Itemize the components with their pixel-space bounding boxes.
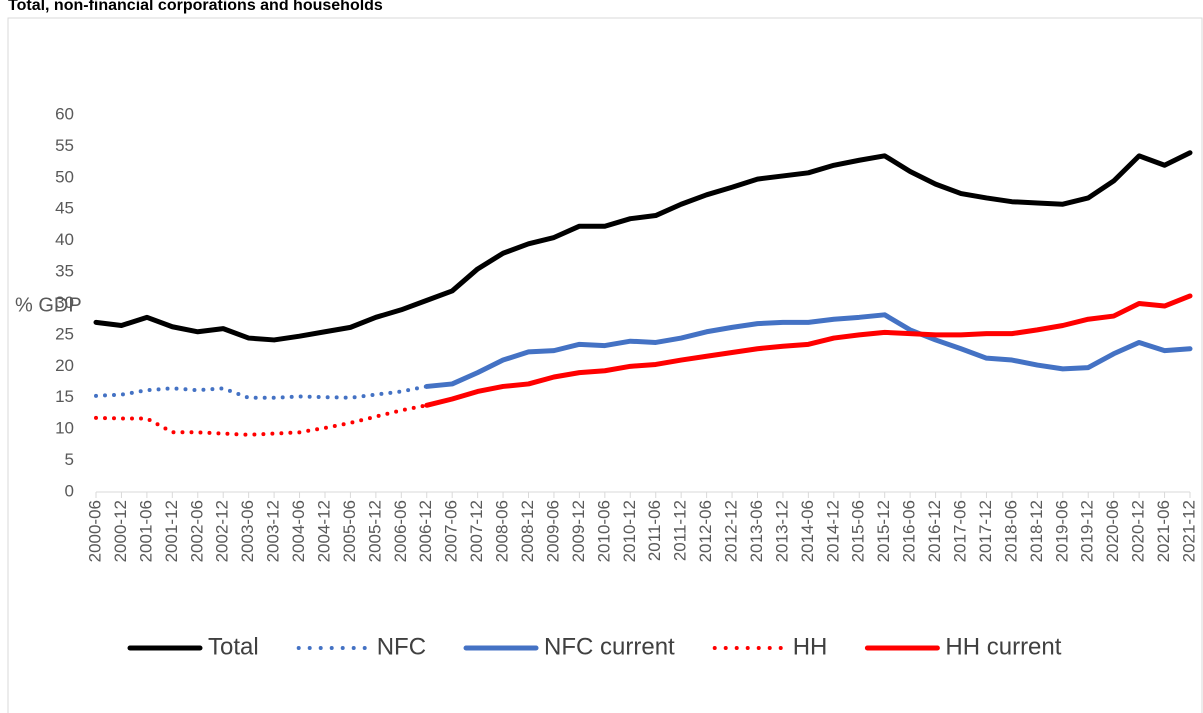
x-tick-label: 2011-06 [645,500,664,561]
y-tick-label: 60 [55,104,74,123]
x-tick-label: 2002-06 [187,500,206,562]
series-line [93,150,1193,343]
x-tick-label: 2009-12 [569,500,588,562]
y-tick-label: 5 [65,450,74,469]
x-tick-label: 2011-12 [671,500,690,561]
x-tick-label: 2005-06 [340,500,359,562]
x-tick-label: 2009-06 [543,500,562,562]
x-tick-label: 2001-06 [136,500,155,562]
x-tick-label: 2004-06 [289,500,308,562]
legend-label: NFC [377,633,426,660]
x-tick-label: 2010-12 [620,500,639,562]
x-tick-label: 2008-12 [518,500,537,562]
x-tick-label: 2014-06 [798,500,817,562]
y-tick-label: 20 [55,356,74,375]
x-tick-label: 2015-06 [849,500,868,562]
chart-frame [7,17,1203,713]
y-tick-label: 55 [55,136,74,155]
x-tick-label: 2019-06 [1052,500,1071,562]
x-tick-label: 2020-12 [1129,500,1148,562]
x-tick-label: 2018-06 [1001,500,1020,562]
legend-label: HH [793,633,828,660]
y-tick-label: 50 [55,167,74,186]
x-tick-label: 2016-12 [925,500,944,562]
x-tick-label: 2003-12 [264,500,283,562]
series-line [424,293,1193,408]
x-tick-label: 2007-12 [467,500,486,562]
legend-label: HH current [945,633,1061,660]
y-axis-label: % GDP [15,294,82,316]
x-tick-label: 2000-12 [111,500,130,562]
x-tick-label: 2013-12 [772,500,791,562]
y-tick-label: 0 [65,481,74,500]
x-tick-label: 2012-12 [722,500,741,562]
x-tick-label: 2010-06 [594,500,613,562]
x-tick-label: 2002-12 [213,500,232,562]
series-line [94,384,429,400]
y-tick-label: 35 [55,262,74,281]
y-tick-label: 10 [55,419,74,438]
y-tick-label: 30 [55,293,74,312]
x-tick-label: 2021-06 [1154,500,1173,562]
x-tick-label: 2003-06 [238,500,257,562]
legend-label: NFC current [544,633,675,660]
x-tick-label: 2017-06 [951,500,970,562]
x-tick-label: 2006-06 [391,500,410,562]
x-tick-label: 2007-06 [442,500,461,562]
x-tick-label: 2020-06 [1103,500,1122,562]
series-line [424,312,1193,389]
series-line [94,403,429,437]
x-tick-label: 2019-12 [1078,500,1097,562]
legend-label: Total [208,633,259,660]
x-tick-label: 2021-12 [1179,500,1198,562]
y-tick-label: 15 [55,387,74,406]
x-tick-label: 2018-12 [1027,500,1046,562]
x-tick-label: 2014-12 [823,500,842,562]
x-tick-label: 2001-12 [162,500,181,562]
x-tick-label: 2004-12 [314,500,333,562]
y-tick-label: 25 [55,324,74,343]
x-tick-label: 2012-06 [696,500,715,562]
y-tick-label: 45 [55,199,74,218]
x-tick-label: 2016-06 [900,500,919,562]
y-tick-label: 40 [55,230,74,249]
x-tick-label: 2005-12 [365,500,384,562]
x-tick-label: 2017-12 [976,500,995,562]
x-tick-label: 2013-06 [747,500,766,562]
x-tick-label: 2000-06 [85,500,104,562]
x-tick-label: 2015-12 [874,500,893,562]
x-tick-label: 2008-06 [493,500,512,562]
chart-title: Total, non-financial corporations and ho… [8,0,383,14]
x-tick-label: 2006-12 [416,500,435,562]
